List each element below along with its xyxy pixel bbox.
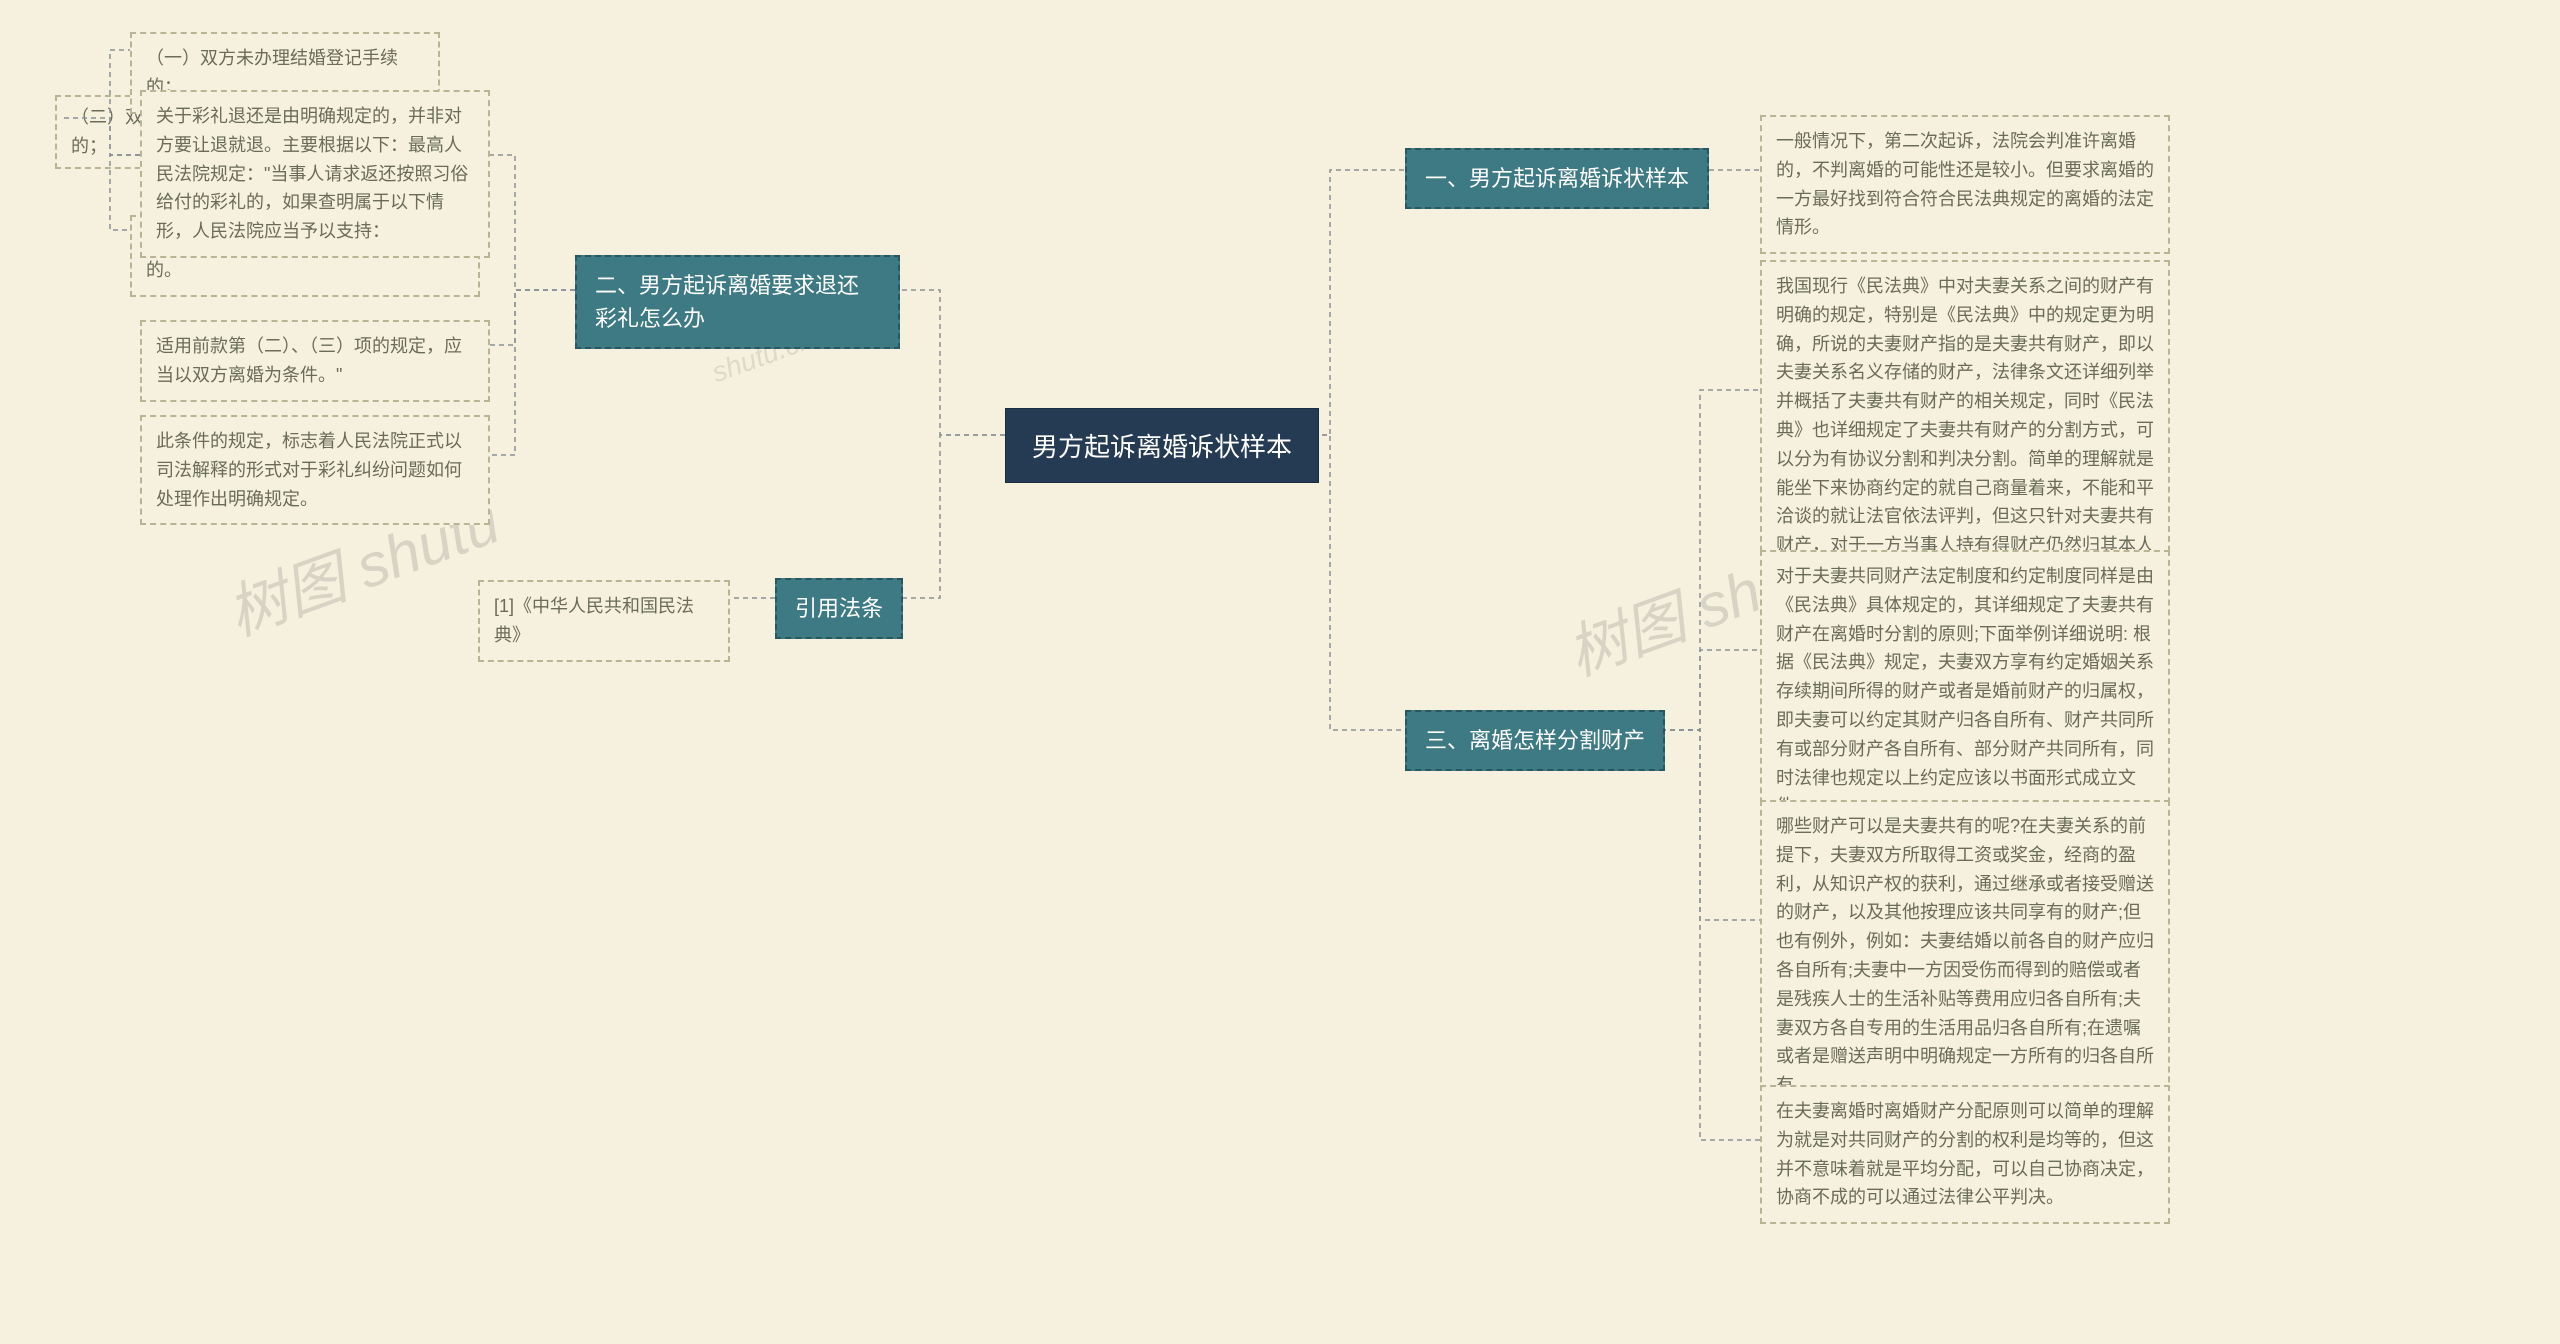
branch-2-leaf-3: 此条件的规定，标志着人民法院正式以司法解释的形式对于彩礼纠纷问题如何处理作出明确… xyxy=(140,415,490,525)
branch-ref[interactable]: 引用法条 xyxy=(775,578,903,639)
branch-ref-label: 引用法条 xyxy=(795,596,883,621)
branch-2[interactable]: 二、男方起诉离婚要求退还彩礼怎么办 xyxy=(575,255,900,349)
branch-3[interactable]: 三、离婚怎样分割财产 xyxy=(1405,710,1665,771)
branch-2-label: 二、男方起诉离婚要求退还彩礼怎么办 xyxy=(595,273,859,331)
branch-2-leaf-2: 适用前款第（二）、（三）项的规定，应当以双方离婚为条件。" xyxy=(140,320,490,402)
branch-3-leaf-3: 哪些财产可以是夫妻共有的呢?在夫妻关系的前提下，夫妻双方所取得工资或奖金，经商的… xyxy=(1760,800,2170,1112)
root-node[interactable]: 男方起诉离婚诉状样本 xyxy=(1005,408,1319,483)
branch-3-label: 三、离婚怎样分割财产 xyxy=(1425,728,1645,753)
branch-ref-leaf-1: [1]《中华人民共和国民法典》 xyxy=(478,580,730,662)
root-label: 男方起诉离婚诉状样本 xyxy=(1032,432,1292,462)
branch-1-label: 一、男方起诉离婚诉状样本 xyxy=(1425,166,1689,191)
branch-3-leaf-4: 在夫妻离婚时离婚财产分配原则可以简单的理解为就是对共同财产的分割的权利是均等的，… xyxy=(1760,1085,2170,1224)
branch-3-leaf-2: 对于夫妻共同财产法定制度和约定制度同样是由《民法典》具体规定的，其详细规定了夫妻… xyxy=(1760,550,2170,833)
branch-1-leaf-1: 一般情况下，第二次起诉，法院会判准许离婚的，不判离婚的可能性还是较小。但要求离婚… xyxy=(1760,115,2170,254)
branch-2-leaf-main: 关于彩礼退还是由明确规定的，并非对方要让退就退。主要根据以下：最高人民法院规定：… xyxy=(140,90,490,258)
branch-1[interactable]: 一、男方起诉离婚诉状样本 xyxy=(1405,148,1709,209)
